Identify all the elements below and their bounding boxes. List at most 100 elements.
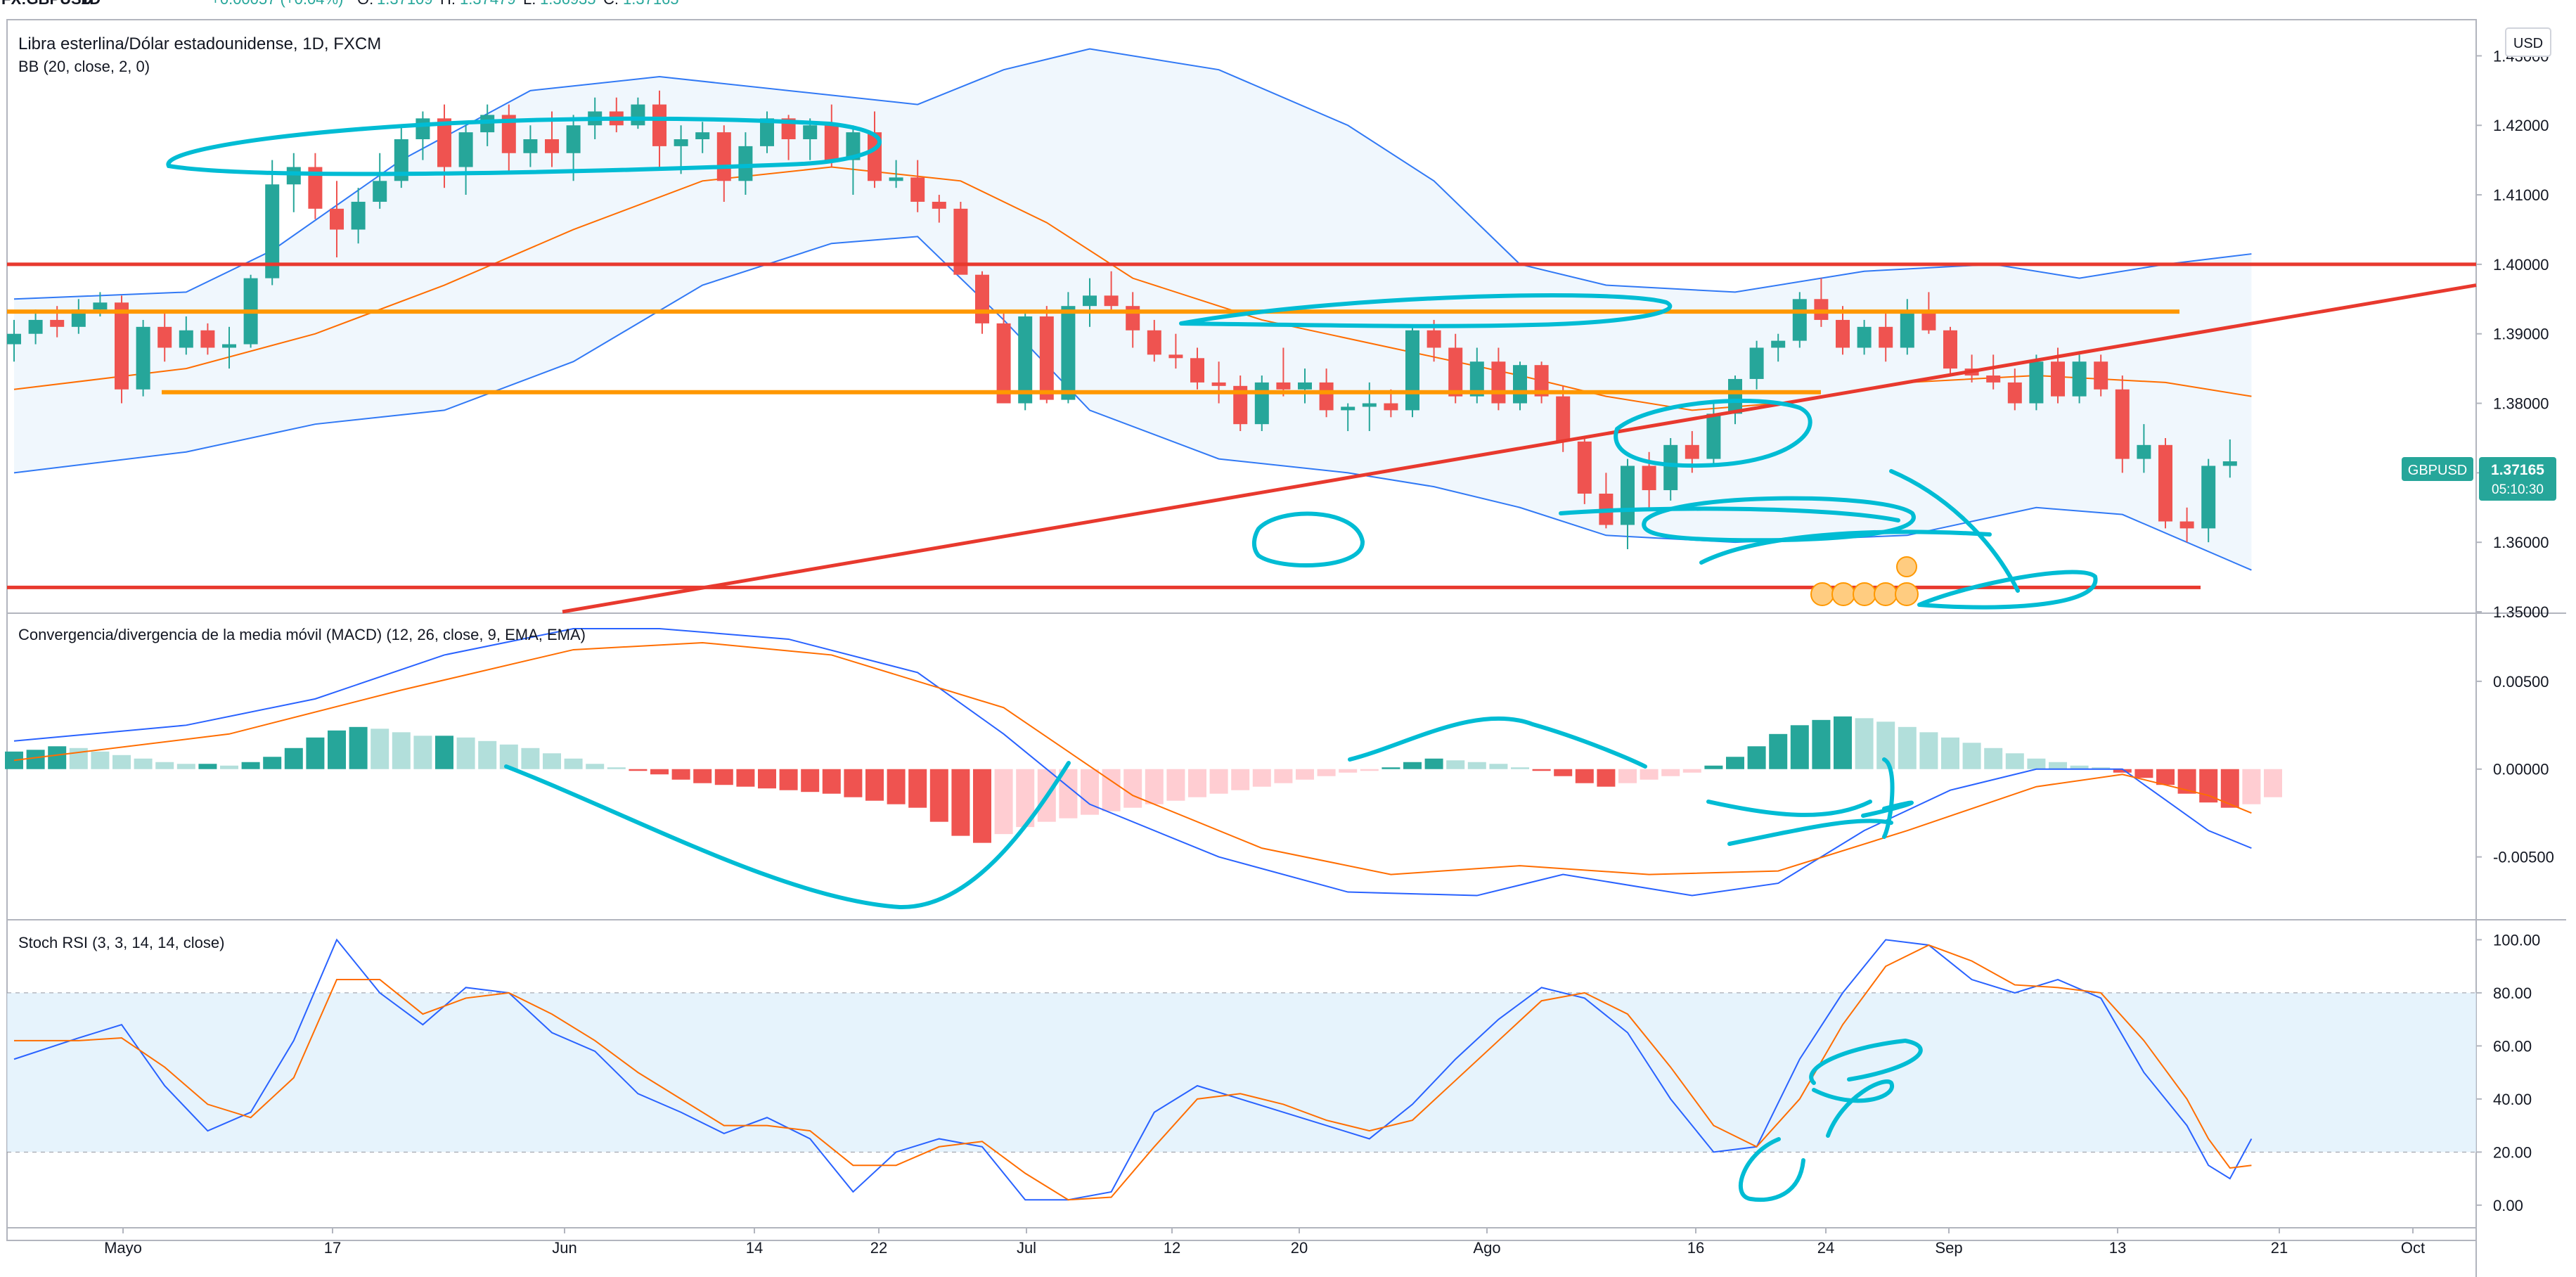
- freehand-annotation: [1738, 1137, 1805, 1202]
- candle-body: [351, 201, 366, 230]
- macd-histogram-bar: [1360, 769, 1379, 771]
- price-tick-label: 1.39000: [2493, 326, 2549, 343]
- macd-histogram-bar: [822, 769, 841, 794]
- freehand-annotation: [1179, 293, 1673, 328]
- candle-body: [93, 302, 108, 310]
- flag-events-icon[interactable]: [1810, 556, 1919, 606]
- rsi-tick-label: 40.00: [2493, 1091, 2532, 1108]
- symbol-tag-bg: [2402, 457, 2473, 481]
- candle-body: [458, 132, 473, 167]
- macd-histogram-bar: [1446, 760, 1465, 769]
- candle-body: [2179, 521, 2194, 529]
- time-tick-label: 16: [1687, 1239, 1704, 1257]
- time-tick-label: Oct: [2401, 1239, 2425, 1257]
- currency-button[interactable]: USD: [2505, 27, 2551, 57]
- candle-body: [286, 167, 301, 185]
- macd-pane[interactable]: 0.00500 0.00000 -0.00500 Convergencia/dive…: [5, 626, 2554, 910]
- candle-body: [1362, 403, 1377, 407]
- macd-histogram-bar: [1984, 747, 2003, 769]
- stoch-rsi-pane[interactable]: 100.00 80.00 60.00 40.00 20.00 0.00 Stoch RSI…: [7, 931, 2540, 1214]
- candle-body: [1921, 313, 1936, 331]
- macd-drawings[interactable]: [504, 716, 1914, 910]
- candle-body: [308, 167, 323, 209]
- topbar-close: 1.37165: [623, 0, 679, 8]
- macd-histogram-bar: [1704, 765, 1723, 769]
- candlestick-series: [7, 90, 2237, 550]
- macd-histogram-bar: [2264, 769, 2282, 797]
- macd-histogram-bar: [1123, 769, 1142, 808]
- candle-body: [1900, 313, 1914, 348]
- macd-histogram-bar: [456, 737, 475, 769]
- macd-histogram-bar: [1403, 762, 1422, 769]
- macd-histogram-bar: [1554, 769, 1573, 776]
- candle-body: [50, 319, 65, 327]
- candle-body: [1857, 326, 1872, 348]
- time-tick-label: 24: [1817, 1239, 1834, 1257]
- freehand-annotation: [1861, 800, 1914, 818]
- price-tick-label: 1.38000: [2493, 395, 2549, 413]
- candle-body: [2158, 444, 2172, 522]
- candle-body: [1621, 466, 1635, 525]
- macd-histogram-bar: [1682, 769, 1701, 773]
- freehand-annotation: [1812, 1079, 1895, 1138]
- candle-body: [1448, 347, 1463, 397]
- macd-histogram: [5, 716, 2282, 843]
- macd-histogram-bar: [2134, 769, 2153, 778]
- macd-histogram-bar: [1059, 769, 1078, 819]
- macd-histogram-bar: [1209, 769, 1228, 794]
- candle-body: [1104, 295, 1119, 307]
- macd-histogram-bar: [478, 740, 497, 769]
- freehand-annotation: [1889, 469, 2020, 593]
- macd-histogram-bar: [1339, 769, 1358, 773]
- macd-histogram-bar: [306, 737, 325, 769]
- time-axis[interactable]: Mayo 17 Jun 14 22 Jul 12 20 Ago 16 24 Sep 13 21 Oct: [104, 1228, 2425, 1257]
- candle-body: [1513, 365, 1527, 404]
- candle-body: [265, 184, 280, 278]
- rsi-tick-label: 100.00: [2493, 931, 2540, 949]
- macd-histogram-bar: [2027, 758, 2046, 769]
- rsi-tick-label: 0.00: [2493, 1197, 2523, 1214]
- bollinger-lower-band: [13, 236, 2252, 571]
- macd-histogram-bar: [392, 732, 411, 769]
- candle-body: [222, 344, 236, 348]
- price-pane[interactable]: 1.430001.420001.410001.400001.390001.380…: [7, 27, 2556, 621]
- macd-histogram-bar: [2092, 767, 2111, 769]
- candle-body: [545, 139, 559, 153]
- candle-body: [1577, 441, 1592, 494]
- topbar-change: +0.00057 (+0.04%): [211, 0, 343, 8]
- candle-body: [1254, 382, 1269, 425]
- ohlc-top-bar: FX:GBPUSD 1D +0.00057 (+0.04%) O: 1.3710…: [1, 0, 679, 8]
- macd-histogram-bar: [91, 751, 110, 769]
- rsi-tick-label: 20.00: [2493, 1143, 2532, 1161]
- macd-histogram-bar: [349, 726, 368, 769]
- stoch-rsi-d-line: [14, 944, 2252, 1201]
- macd-histogram-bar: [607, 767, 626, 769]
- macd-histogram-bar: [758, 769, 776, 789]
- macd-tick-label: 0.00000: [2493, 761, 2549, 778]
- macd-histogram-bar: [1962, 743, 1981, 769]
- topbar-close-label: C:: [603, 0, 619, 8]
- stoch-rsi-k-line: [13, 938, 2253, 1201]
- macd-histogram-bar: [155, 762, 174, 769]
- candle-body: [975, 274, 989, 323]
- candle-body: [1168, 354, 1183, 359]
- macd-histogram-bar: [1317, 769, 1336, 776]
- time-tick-label: Mayo: [104, 1239, 142, 1257]
- macd-histogram-bar: [887, 769, 906, 804]
- last-price: 1.37165: [2491, 462, 2544, 478]
- macd-histogram-bar: [714, 769, 733, 785]
- price-tick-label: 1.41000: [2493, 186, 2549, 204]
- price-drawings[interactable]: [7, 116, 2477, 614]
- candle-body: [1190, 358, 1204, 383]
- macd-histogram-bar: [951, 769, 970, 836]
- candle-body: [1341, 406, 1355, 411]
- macd-histogram-bar: [134, 758, 153, 769]
- macd-histogram-bar: [176, 764, 195, 769]
- macd-histogram-bar: [693, 769, 712, 783]
- macd-histogram-bar: [1424, 758, 1443, 769]
- candle-body: [1642, 466, 1656, 491]
- rsi-drawings[interactable]: [1738, 1038, 1923, 1202]
- candle-body: [1147, 330, 1161, 355]
- candle-body: [523, 139, 538, 153]
